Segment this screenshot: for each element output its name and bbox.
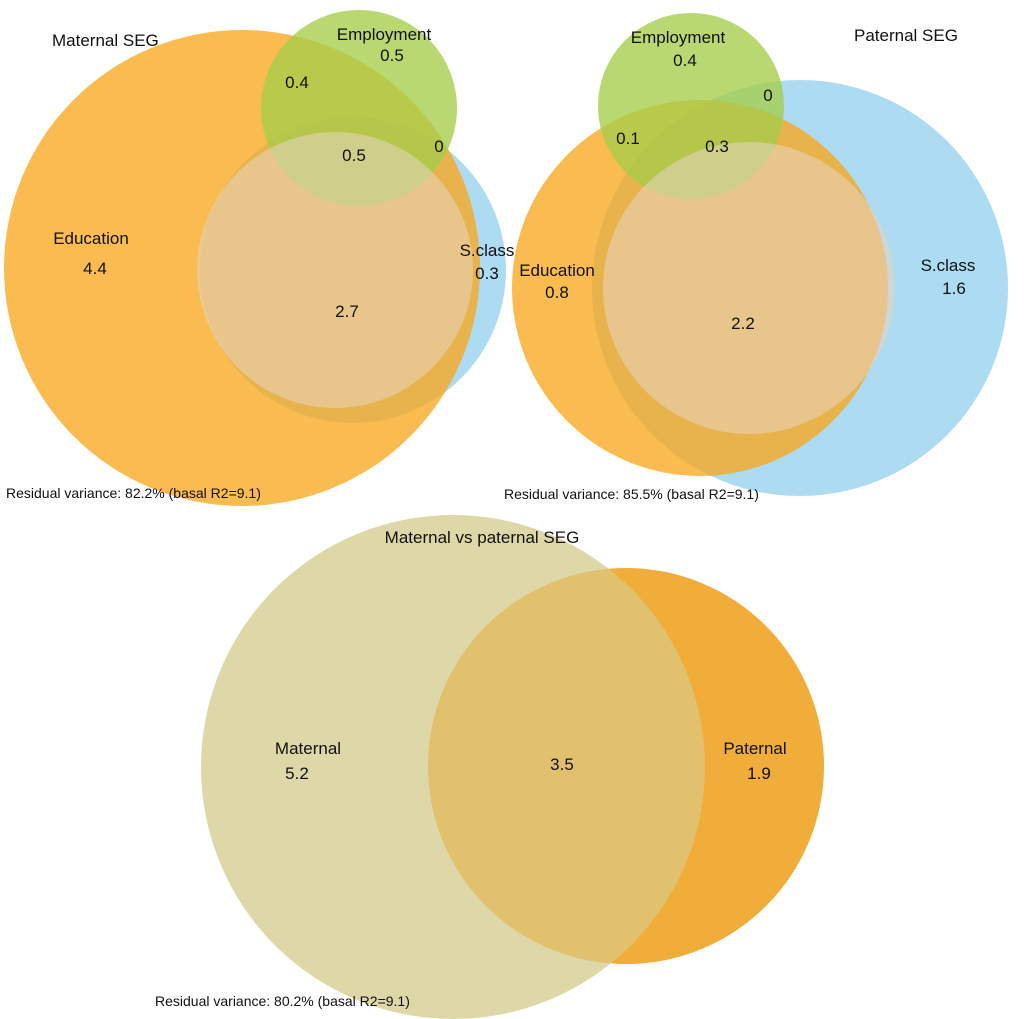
paternal-employment-label: Employment	[631, 28, 726, 47]
maternal-vs-paternal-panel: Maternal vs paternal SEG Maternal 5.2 3.…	[155, 515, 824, 1019]
maternal-residual-variance: Residual variance: 82.2% (basal R2=9.1)	[6, 485, 261, 501]
maternal-only-value: 5.2	[285, 764, 309, 783]
maternal-paternal-overlap	[428, 568, 824, 964]
paternal-seg-panel: Employment 0.4 Paternal SEG 0 0.1 0.3 Ed…	[504, 13, 1008, 502]
paternal-social-class-overlay	[603, 142, 895, 434]
paternal-panel-title: Paternal SEG	[854, 26, 958, 45]
paternal-label: Paternal	[723, 739, 786, 758]
paternal-education-only-value: 0.8	[545, 283, 569, 302]
paternal-employment-only-value: 0.4	[673, 51, 697, 70]
paternal-social-class-label: S.class	[921, 256, 976, 275]
maternal-label: Maternal	[275, 739, 341, 758]
paternal-education-employment-value: 0.1	[616, 129, 640, 148]
maternal-social-class-only-value: 0.3	[475, 264, 499, 283]
paternal-residual-variance: Residual variance: 85.5% (basal R2=9.1)	[504, 486, 759, 502]
maternal-education-employment-value: 0.4	[285, 73, 309, 92]
paternal-employment-social-class-value: 0	[763, 86, 772, 105]
paternal-education-social-class-value: 2.2	[731, 314, 755, 333]
overlap-value: 3.5	[550, 755, 574, 774]
paternal-social-class-only-value: 1.6	[942, 279, 966, 298]
maternal-education-only-value: 4.4	[83, 259, 107, 278]
maternal-panel-title: Maternal SEG	[52, 31, 159, 50]
maternal-employment-social-class-value: 0	[434, 137, 443, 156]
paternal-education-label: Education	[519, 261, 595, 280]
maternal-all-three-value: 0.5	[342, 146, 366, 165]
maternal-seg-panel: Maternal SEG Employment 0.5 0.4 0.5 0 Ed…	[4, 10, 514, 506]
paternal-all-three-value: 0.3	[705, 137, 729, 156]
maternal-social-class-label: S.class	[460, 241, 515, 260]
comparison-panel-title: Maternal vs paternal SEG	[385, 528, 580, 547]
comparison-residual-variance: Residual variance: 80.2% (basal R2=9.1)	[155, 993, 410, 1009]
maternal-education-label: Education	[53, 229, 129, 248]
maternal-employment-only-value: 0.5	[380, 46, 404, 65]
maternal-social-class-overlay	[197, 132, 473, 408]
maternal-circle	[201, 515, 705, 1019]
maternal-employment-label: Employment	[337, 25, 432, 44]
maternal-education-social-class-value: 2.7	[335, 302, 359, 321]
paternal-only-value: 1.9	[747, 764, 771, 783]
